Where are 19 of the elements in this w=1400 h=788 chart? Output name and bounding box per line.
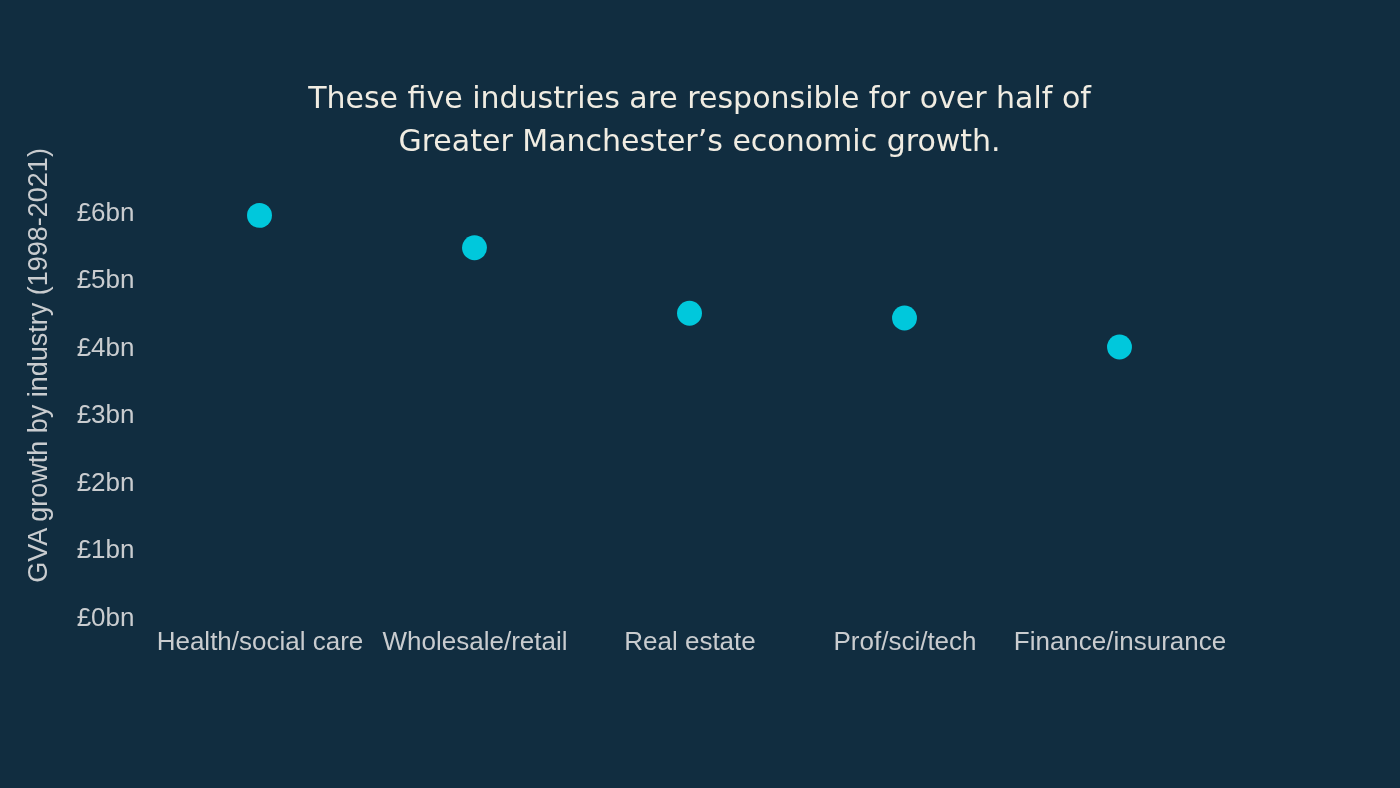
y-tick-label: £4bn (76, 331, 135, 362)
x-tick-label: Health/social care (156, 625, 364, 656)
x-tick-label: Finance/insurance (1013, 625, 1227, 656)
x-tick-label: Prof/sci/tech (833, 625, 977, 656)
chart-title: These five industries are responsible for over half of Greater Manchester’s economic growth. (307, 79, 1093, 158)
y-tick-label: £6bn (76, 196, 135, 227)
point (892, 305, 917, 331)
y-tick-label: £1bn (76, 534, 135, 564)
x-tick-label: Wholesale/retail (382, 625, 568, 656)
point (247, 202, 272, 228)
point (677, 300, 702, 326)
point (1107, 334, 1132, 360)
y-tick-label: £0bn (76, 601, 135, 632)
y-tick-label: £2bn (76, 466, 135, 497)
y-tick-label: £3bn (76, 399, 135, 429)
x-tick-label: Real estate (624, 625, 756, 656)
point (462, 235, 487, 261)
y-tick-label: £5bn (76, 264, 135, 294)
y-axis-title: GVA growth by industry (1998-2021) (22, 148, 53, 583)
